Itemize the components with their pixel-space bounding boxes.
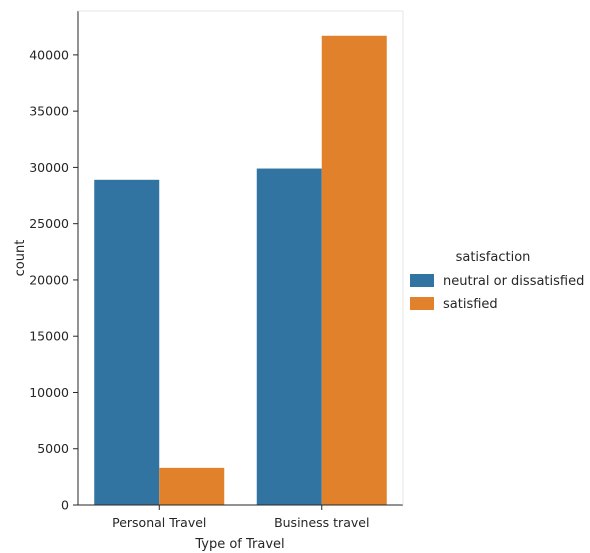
axes (77, 10, 404, 506)
y-tick-label: 35000 (29, 104, 69, 119)
bar (256, 168, 322, 505)
bar (159, 467, 225, 505)
x-tick-label: Personal Travel (112, 515, 206, 530)
bar (321, 35, 387, 506)
legend-label: satisfied (443, 297, 498, 312)
legend-swatch (410, 274, 434, 287)
y-tick-label: 15000 (29, 329, 69, 344)
legend-items: neutral or dissatisfied satisfied (410, 274, 584, 312)
y-tick-label: 20000 (29, 272, 69, 287)
legend-label: neutral or dissatisfied (443, 274, 584, 289)
x-axis-label: Type of Travel (194, 537, 284, 552)
y-axis-label: count (13, 240, 28, 277)
bar (94, 179, 160, 505)
y-tick-label: 10000 (29, 385, 69, 400)
legend-title: satisfaction (456, 250, 531, 265)
legend-swatch (410, 297, 434, 310)
y-ticks: 0 5000 10000 15000 20000 25000 30000 35000 40000 (29, 47, 78, 513)
y-tick-label: 0 (61, 498, 69, 513)
x-tick-label: Business travel (274, 515, 369, 530)
bars (94, 35, 387, 506)
y-tick-label: 25000 (29, 216, 69, 231)
legend: satisfaction neutral or dissatisfied sati… (410, 250, 584, 312)
x-ticks: Personal Travel Business travel (112, 505, 369, 530)
y-tick-label: 5000 (37, 441, 69, 456)
y-tick-label: 30000 (29, 160, 69, 175)
y-tick-label: 40000 (29, 47, 69, 62)
